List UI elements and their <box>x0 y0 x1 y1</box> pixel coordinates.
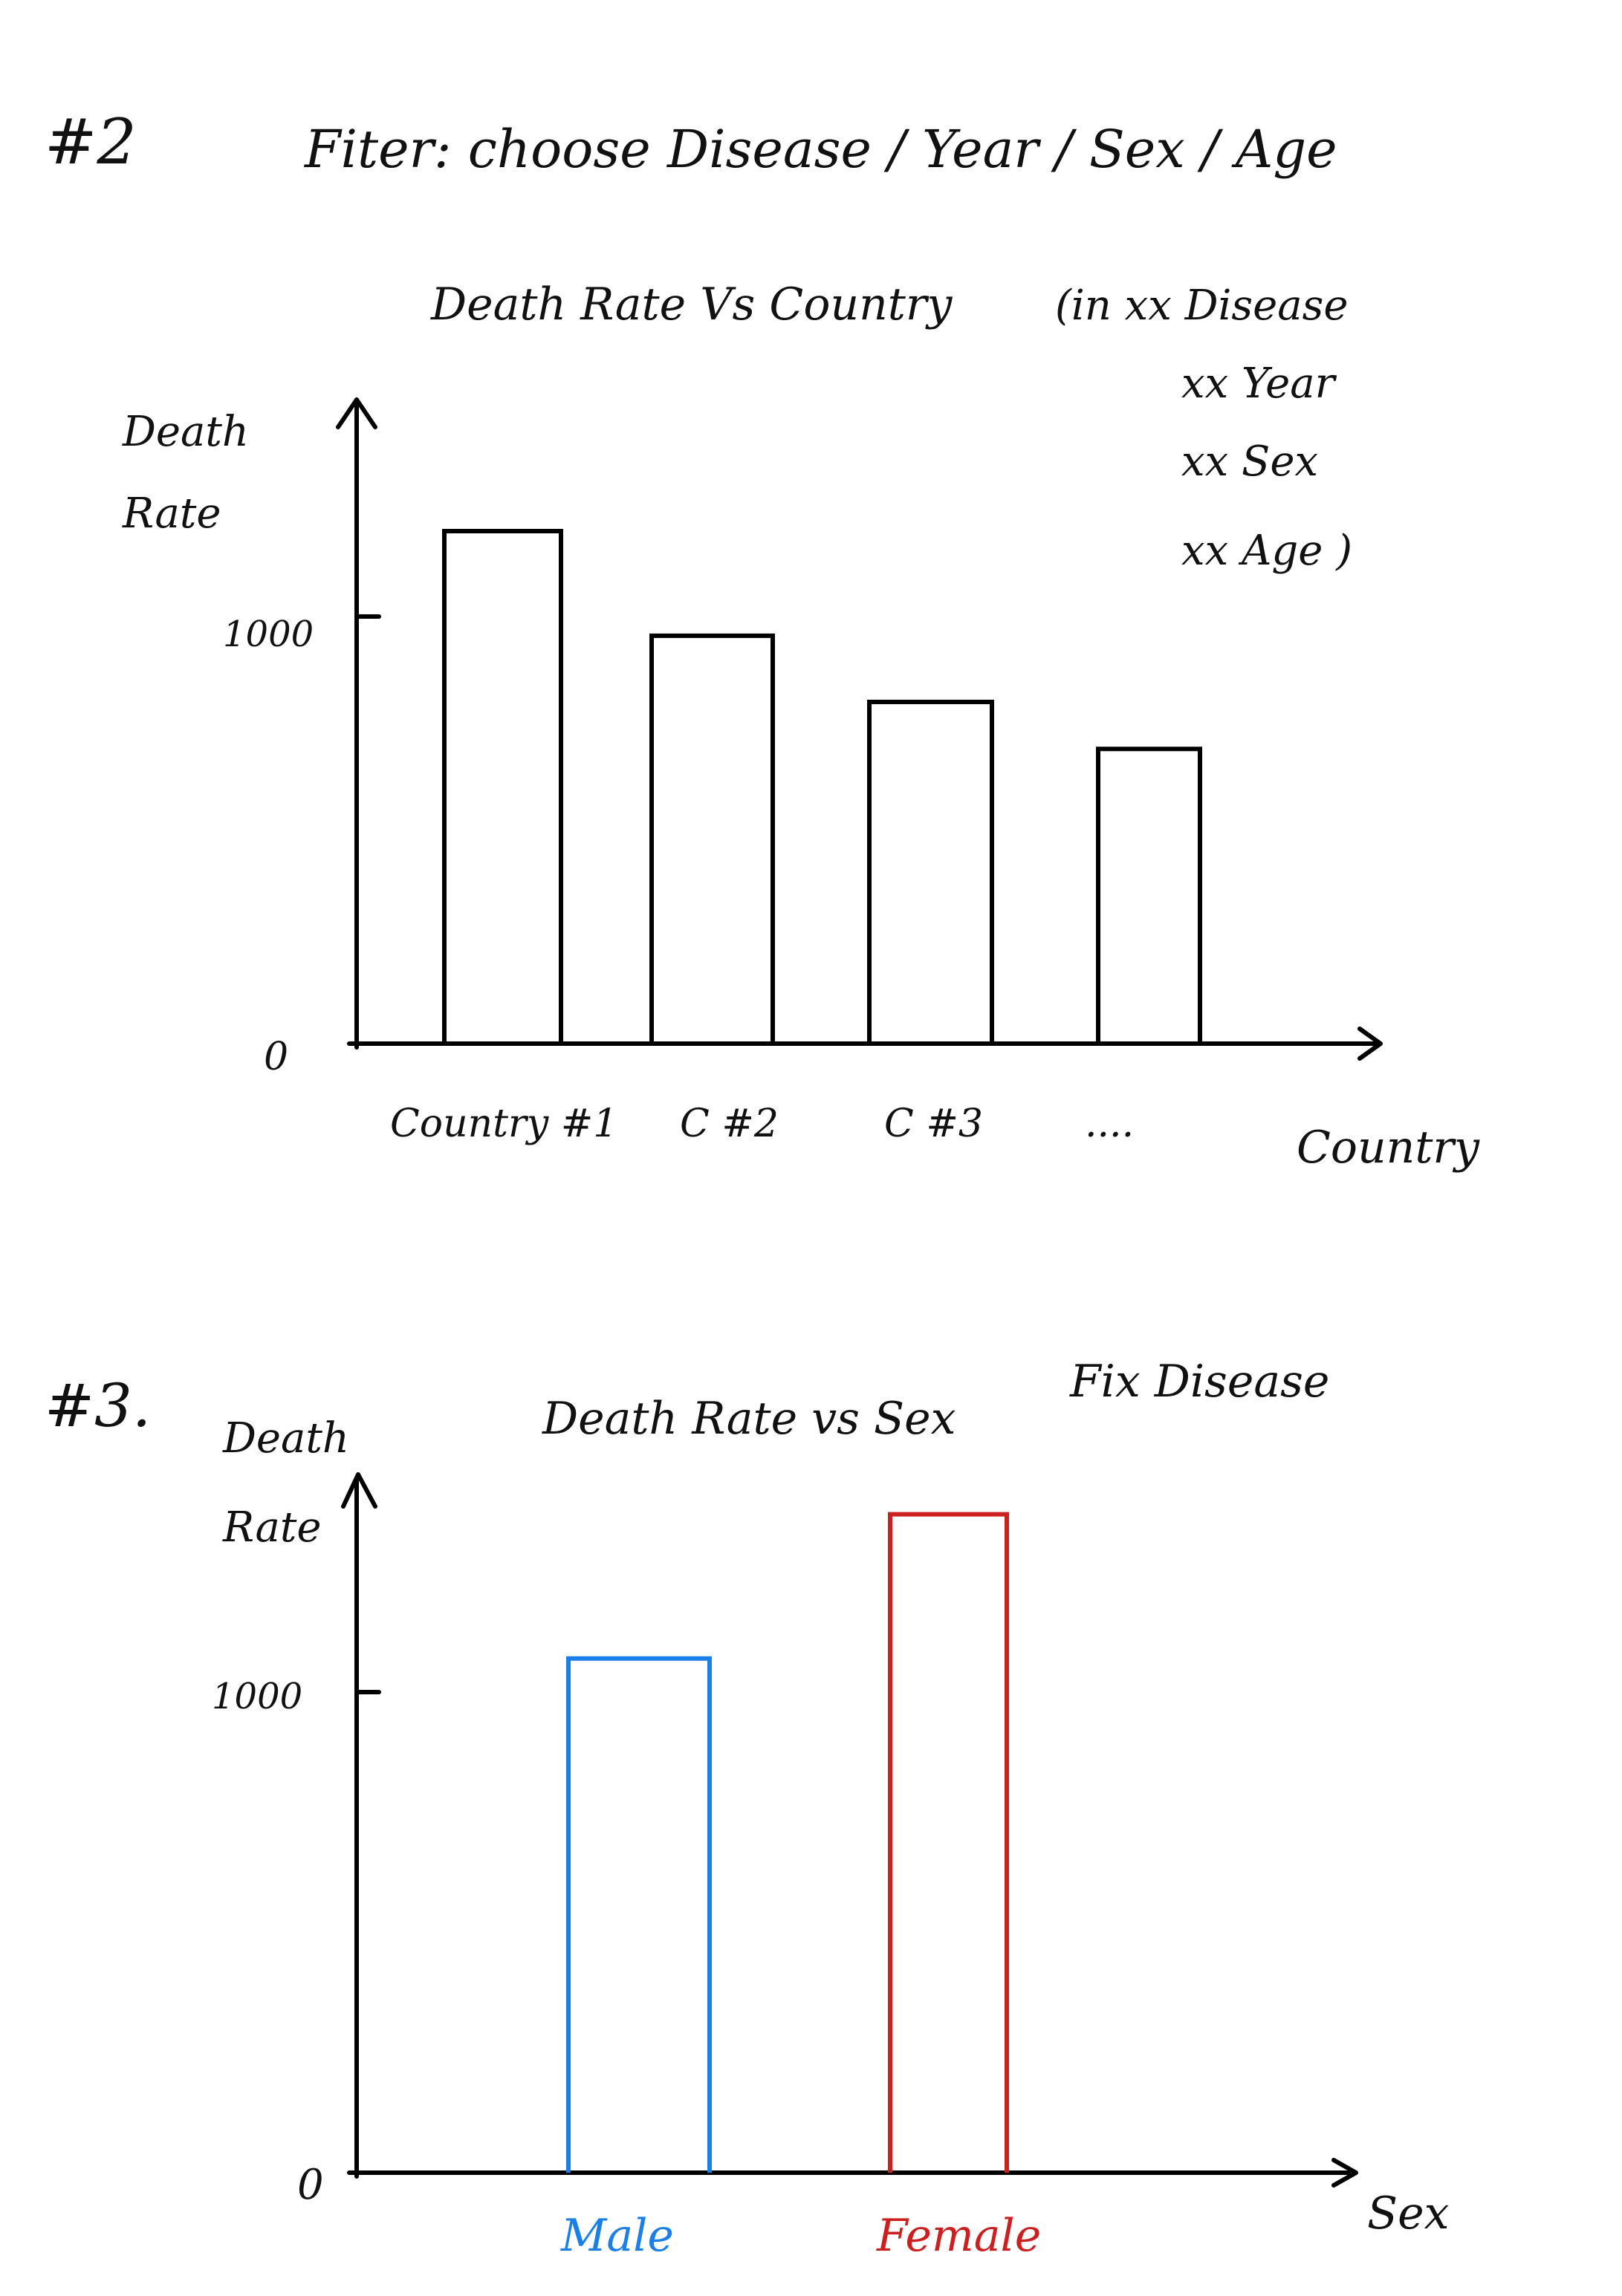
country-chart-ytick-label-1000: 1000 <box>223 614 314 655</box>
sex-chart-y-axis <box>341 1472 377 2179</box>
sex-chart-xlabel: Sex <box>1367 2188 1449 2240</box>
country-chart-bar <box>1096 747 1202 1044</box>
sex-chart-x-axis <box>347 2158 1358 2188</box>
country-chart-subtitle-2: xx Year <box>1181 360 1337 408</box>
country-chart-ylabel-2: Rate <box>122 490 221 538</box>
sex-chart-ylabel-1: Death <box>222 1414 349 1463</box>
sex-chart-category-label: Female <box>876 2210 1041 2262</box>
section-2-number: #2 <box>45 105 137 178</box>
country-chart-ylabel-1: Death <box>122 408 249 456</box>
country-chart-subtitle-1: (in xx Disease <box>1055 282 1349 330</box>
sex-chart-ylabel-2: Rate <box>222 1503 321 1552</box>
country-chart-ytick-label-0: 0 <box>264 1035 288 1079</box>
sex-chart-bar <box>566 1656 712 2173</box>
country-chart: Death Rate Vs Country (in xx Disease xx … <box>122 279 1480 1174</box>
sex-chart: Death Rate vs Sex Fix Disease Death Rate… <box>212 1356 1449 2262</box>
sex-chart-bars: Male Female <box>560 1512 1041 2262</box>
sex-chart-ytick-label-0: 0 <box>297 2161 324 2209</box>
country-chart-bars: Country #1 C #2 C #3.... <box>390 529 1202 1146</box>
country-chart-xlabel: Country <box>1297 1122 1480 1174</box>
sex-chart-ytick-label-1000: 1000 <box>212 1676 302 1717</box>
country-chart-y-axis <box>336 397 377 1050</box>
country-chart-subtitle-3: xx Sex <box>1181 438 1318 486</box>
sex-chart-bar <box>888 1512 1009 2173</box>
country-chart-x-axis <box>347 1027 1383 1061</box>
country-chart-category-label: Country #1 <box>390 1102 617 1146</box>
country-chart-bar <box>649 633 775 1044</box>
country-chart-bar <box>867 700 994 1044</box>
sex-chart-title: Death Rate vs Sex <box>542 1393 956 1445</box>
country-chart-subtitle-4: xx Age ) <box>1181 527 1352 575</box>
sex-chart-category-label: Male <box>560 2210 674 2262</box>
country-chart-category-label: C #3 <box>884 1102 983 1146</box>
sex-chart-note: Fix Disease <box>1069 1356 1329 1408</box>
country-chart-bar <box>442 529 563 1044</box>
country-chart-title: Death Rate Vs Country <box>430 279 953 331</box>
country-chart-category-label: C #2 <box>680 1102 779 1146</box>
country-chart-category-label: .... <box>1085 1102 1134 1146</box>
filter-instructions: Fiter: choose Disease / Year / Sex / Age <box>303 119 1337 180</box>
section-3-number: #3. <box>45 1371 151 1440</box>
